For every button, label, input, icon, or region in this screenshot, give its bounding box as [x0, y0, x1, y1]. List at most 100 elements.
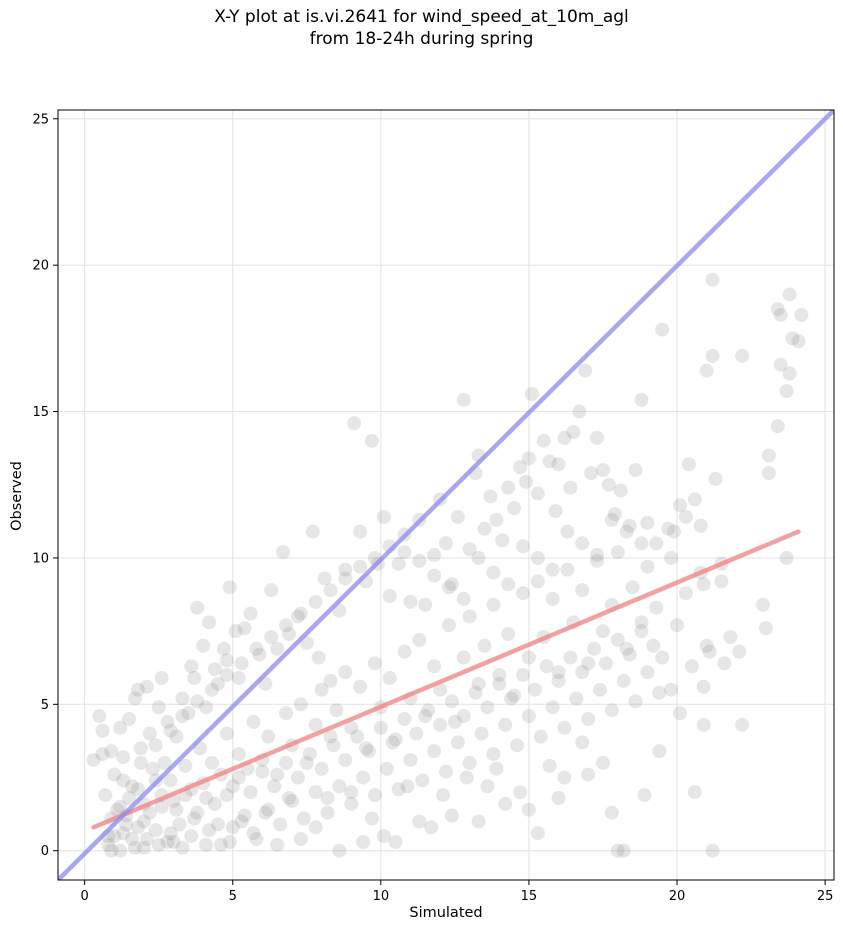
data-point	[323, 583, 338, 598]
data-point	[441, 618, 456, 633]
data-point	[397, 644, 412, 659]
data-point	[139, 679, 154, 694]
data-point	[308, 594, 323, 609]
data-point	[516, 539, 531, 554]
data-point	[421, 703, 436, 718]
data-point	[391, 556, 406, 571]
data-point	[246, 826, 261, 841]
chart-title-line-2: from 18-24h during spring	[309, 29, 534, 49]
data-point	[649, 536, 664, 551]
data-point	[302, 747, 317, 762]
data-point	[364, 811, 379, 826]
data-point	[148, 738, 163, 753]
data-point	[338, 752, 353, 767]
data-point	[667, 524, 682, 539]
data-point	[237, 808, 252, 823]
data-point	[486, 565, 501, 580]
data-point	[249, 641, 264, 656]
y-tick-label: 0	[41, 844, 49, 859]
x-axis-label: Simulated	[409, 905, 483, 921]
data-point	[279, 618, 294, 633]
data-point	[477, 521, 492, 536]
data-point	[501, 627, 516, 642]
data-point	[139, 832, 154, 847]
data-point	[539, 659, 554, 674]
data-point	[166, 834, 181, 849]
data-point	[133, 741, 148, 756]
data-point	[504, 691, 519, 706]
grid-lines	[58, 110, 834, 880]
data-point	[456, 392, 471, 407]
scatter-points	[86, 272, 809, 858]
data-point	[222, 580, 237, 595]
data-point	[687, 785, 702, 800]
data-point	[779, 384, 794, 399]
data-point	[199, 700, 214, 715]
data-point	[225, 779, 240, 794]
data-point	[655, 322, 670, 337]
data-point	[210, 676, 225, 691]
data-point	[687, 492, 702, 507]
regression-line	[91, 529, 801, 830]
data-point	[634, 615, 649, 630]
data-point	[163, 723, 178, 738]
data-point	[770, 302, 785, 317]
data-point	[136, 814, 151, 829]
data-point	[489, 512, 504, 527]
data-point	[202, 615, 217, 630]
data-point	[361, 744, 376, 759]
data-point	[169, 802, 184, 817]
data-point	[196, 638, 211, 653]
data-point	[516, 668, 531, 683]
data-point	[403, 594, 418, 609]
data-point	[681, 457, 696, 472]
data-point	[634, 624, 649, 639]
data-point	[397, 545, 412, 560]
data-point	[344, 785, 359, 800]
data-point	[581, 767, 596, 782]
data-point	[782, 366, 797, 381]
data-point	[367, 788, 382, 803]
data-point	[255, 764, 270, 779]
data-point	[595, 624, 610, 639]
data-point	[441, 580, 456, 595]
data-point	[513, 785, 528, 800]
data-point	[513, 460, 528, 475]
data-point	[376, 829, 391, 844]
x-tick-label: 15	[521, 889, 538, 904]
data-point	[353, 679, 368, 694]
data-point	[388, 834, 403, 849]
data-point	[551, 665, 566, 680]
data-point	[210, 817, 225, 832]
data-point	[646, 638, 661, 653]
data-point	[595, 755, 610, 770]
data-point	[773, 307, 788, 322]
data-point	[326, 738, 341, 753]
data-point	[640, 559, 655, 574]
data-point	[551, 673, 566, 688]
data-point	[418, 709, 433, 724]
data-point	[708, 471, 723, 486]
data-point	[122, 791, 137, 806]
data-point	[530, 550, 545, 565]
identity-line	[58, 110, 834, 880]
data-point	[652, 685, 667, 700]
x-tick-label: 25	[817, 889, 834, 904]
data-point	[243, 606, 258, 621]
data-point	[507, 501, 522, 516]
data-point	[598, 656, 613, 671]
data-point	[329, 703, 344, 718]
data-point	[175, 709, 190, 724]
data-point	[231, 770, 246, 785]
data-point	[462, 609, 477, 624]
data-point	[270, 641, 285, 656]
data-point	[637, 788, 652, 803]
data-point	[202, 823, 217, 838]
data-point	[664, 550, 679, 565]
data-point	[785, 331, 800, 346]
data-point	[610, 545, 625, 560]
data-point	[444, 694, 459, 709]
data-point	[542, 758, 557, 773]
data-point	[299, 755, 314, 770]
data-point	[678, 509, 693, 524]
